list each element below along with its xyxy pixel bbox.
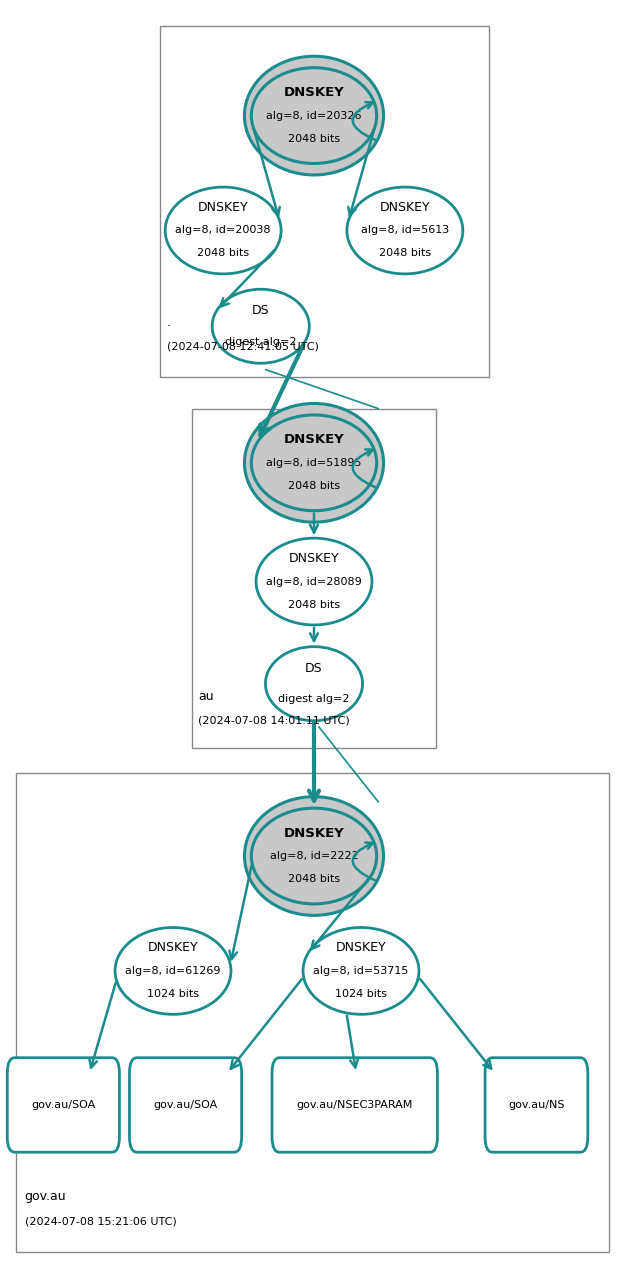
Text: alg=8, id=20326: alg=8, id=20326 [266,111,362,120]
FancyBboxPatch shape [129,1058,242,1153]
Text: DNSKEY: DNSKEY [284,433,344,446]
Ellipse shape [256,538,372,625]
Ellipse shape [251,415,377,511]
Text: DS: DS [252,304,269,317]
Text: gov.au/SOA: gov.au/SOA [153,1100,218,1111]
Text: alg=8, id=5613: alg=8, id=5613 [360,225,449,235]
Text: 2048 bits: 2048 bits [288,599,340,610]
Text: gov.au/SOA: gov.au/SOA [31,1100,95,1111]
FancyBboxPatch shape [192,409,436,748]
Text: 2048 bits: 2048 bits [379,248,431,258]
Ellipse shape [251,68,377,164]
Text: alg=8, id=51895: alg=8, id=51895 [266,458,362,468]
Ellipse shape [244,56,384,175]
FancyBboxPatch shape [485,1058,588,1153]
Text: digest alg=2: digest alg=2 [225,336,296,346]
Text: gov.au: gov.au [24,1190,66,1204]
Text: 2048 bits: 2048 bits [288,481,340,491]
Text: DNSKEY: DNSKEY [379,201,430,213]
Text: alg=8, id=2222: alg=8, id=2222 [269,851,359,861]
Text: alg=8, id=28089: alg=8, id=28089 [266,576,362,587]
Text: (2024-07-08 14:01:11 UTC): (2024-07-08 14:01:11 UTC) [198,716,350,726]
Text: alg=8, id=61269: alg=8, id=61269 [125,966,221,976]
Text: (2024-07-08 15:21:06 UTC): (2024-07-08 15:21:06 UTC) [24,1217,176,1227]
Ellipse shape [115,928,231,1015]
Ellipse shape [303,928,419,1015]
Ellipse shape [244,796,384,915]
FancyBboxPatch shape [16,773,609,1251]
Text: au: au [198,690,214,703]
Text: DNSKEY: DNSKEY [336,942,386,955]
Text: DNSKEY: DNSKEY [148,942,198,955]
Text: DNSKEY: DNSKEY [198,201,249,213]
Ellipse shape [266,647,362,721]
Ellipse shape [251,808,377,904]
FancyBboxPatch shape [161,27,489,377]
Ellipse shape [165,187,281,273]
Text: .: . [167,316,171,328]
Ellipse shape [347,187,463,273]
Text: 2048 bits: 2048 bits [197,248,249,258]
Ellipse shape [212,289,310,363]
Text: 1024 bits: 1024 bits [335,989,387,999]
Text: 2048 bits: 2048 bits [288,134,340,143]
Text: DNSKEY: DNSKEY [284,827,344,840]
Text: DS: DS [305,662,323,675]
Text: gov.au/NS: gov.au/NS [508,1100,565,1111]
Text: 1024 bits: 1024 bits [147,989,199,999]
FancyBboxPatch shape [8,1058,119,1153]
Text: alg=8, id=53715: alg=8, id=53715 [313,966,409,976]
Text: alg=8, id=20038: alg=8, id=20038 [175,225,271,235]
Text: gov.au/NSEC3PARAM: gov.au/NSEC3PARAM [296,1100,413,1111]
Text: DNSKEY: DNSKEY [284,86,344,100]
Text: digest alg=2: digest alg=2 [278,694,350,704]
FancyBboxPatch shape [272,1058,438,1153]
Text: DNSKEY: DNSKEY [289,552,339,565]
Text: (2024-07-08 12:41:05 UTC): (2024-07-08 12:41:05 UTC) [167,341,318,351]
Ellipse shape [244,404,384,523]
Text: 2048 bits: 2048 bits [288,874,340,884]
